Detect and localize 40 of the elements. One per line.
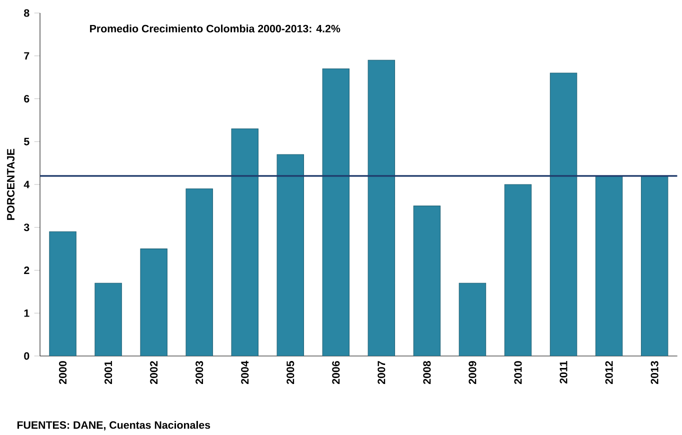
y-tick-label: 3 xyxy=(24,224,30,232)
x-tick-label: 2009 xyxy=(468,361,476,384)
x-tick-label: 2003 xyxy=(196,361,204,384)
y-tick-label: 2 xyxy=(24,266,30,274)
bar xyxy=(458,282,486,356)
bar xyxy=(640,176,668,356)
bar xyxy=(550,72,578,356)
y-axis-title: PORCENTAJE xyxy=(6,148,15,220)
y-tick-label: 8 xyxy=(24,9,30,17)
x-tick-label: 2000 xyxy=(59,361,67,384)
x-tick-label: 2006 xyxy=(332,361,340,384)
x-tick-label: 2008 xyxy=(423,361,431,384)
x-tick-label: 2001 xyxy=(104,361,112,384)
bar xyxy=(595,176,623,356)
y-tick-label: 7 xyxy=(24,52,30,60)
x-tick-label: 2004 xyxy=(241,360,249,384)
text: Promedio Crecimiento Colombia 2000-2013: 4.2% xyxy=(90,24,340,32)
y-tick-label: 6 xyxy=(24,94,30,103)
x-tick-label: 2013 xyxy=(650,361,658,384)
x-tick-label: 2012 xyxy=(605,361,613,384)
bar xyxy=(322,68,350,356)
y-tick-label: 5 xyxy=(24,138,30,146)
bar xyxy=(504,184,532,356)
bar xyxy=(94,282,122,356)
bar xyxy=(413,206,441,356)
bar xyxy=(231,128,258,356)
x-tick-label: 2011 xyxy=(560,361,568,384)
y-tick-label: 0 xyxy=(24,352,30,360)
x-tick-label: 2005 xyxy=(286,361,294,384)
y-tick-label: 4 xyxy=(24,180,30,188)
bar xyxy=(186,188,213,356)
bar xyxy=(140,248,168,356)
x-tick-label: 2010 xyxy=(514,361,522,384)
bar xyxy=(276,154,304,356)
x-tick-label: 2007 xyxy=(378,361,386,384)
bar xyxy=(368,60,396,356)
source-note: FUENTES: DANE, Cuentas Nacionales xyxy=(17,420,210,430)
y-tick-label: 1 xyxy=(24,309,30,317)
x-tick-label: 2002 xyxy=(150,361,158,384)
bar xyxy=(49,231,76,356)
